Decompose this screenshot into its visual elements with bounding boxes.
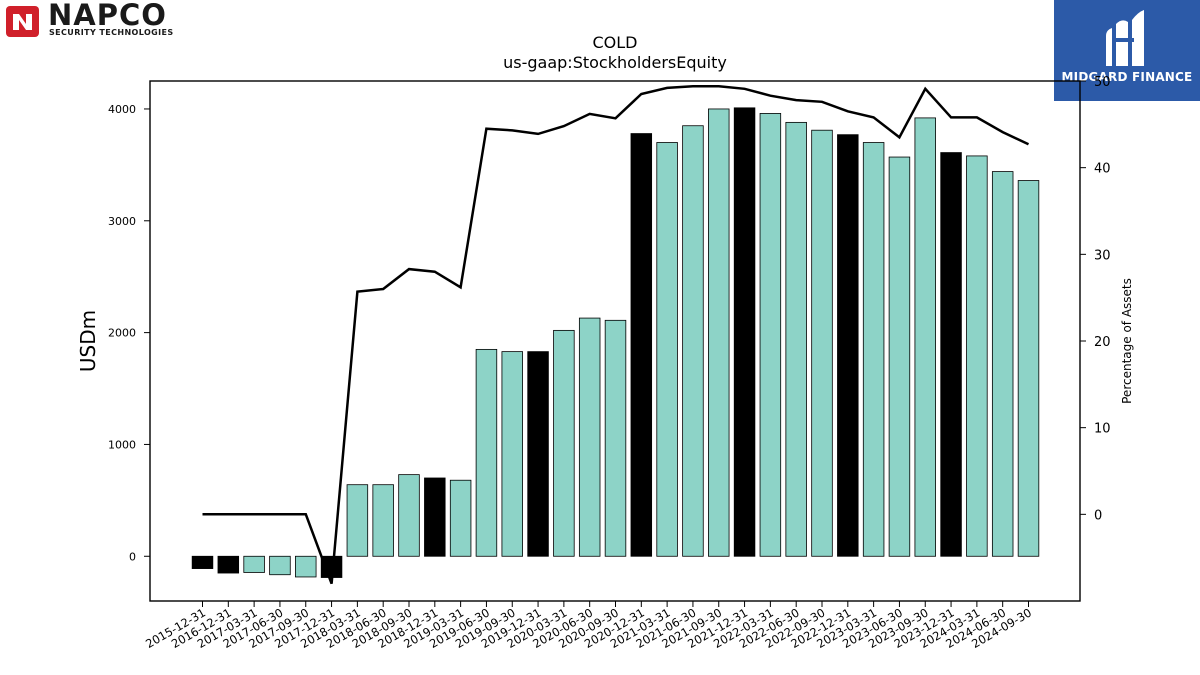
bar-2017-06-30	[269, 555, 291, 576]
y-tick-label: 2000	[108, 327, 136, 340]
napco-logo-tagline: SECURITY TECHNOLOGIES	[49, 28, 174, 37]
chart-subtitle: us-gaap:StockholdersEquity	[503, 53, 727, 72]
bar-2019-06-30	[475, 348, 498, 557]
bar-2023-06-30	[888, 156, 911, 557]
bar-2018-03-31	[346, 484, 369, 557]
bar-2021-03-31	[656, 142, 678, 557]
y2-tick-label: 10	[1094, 422, 1111, 437]
napco-logo-name: NAPCO	[48, 0, 167, 32]
bar-2021-12-31	[733, 107, 756, 557]
y2-tick-label: 30	[1094, 248, 1111, 263]
bar-2022-09-30	[811, 129, 833, 557]
line-layer	[202, 84, 1030, 585]
bar-2018-12-31	[424, 477, 446, 557]
bar-2022-06-30	[785, 121, 807, 557]
bar-2022-03-31	[759, 113, 782, 557]
bars-layer	[191, 107, 1040, 578]
y2-tick-label: 50	[1094, 75, 1111, 90]
midgard-logo: MIDGARD FINANCE	[1054, 0, 1200, 101]
bar-2019-09-30	[501, 351, 523, 557]
bar-2023-09-30	[914, 117, 936, 557]
bar-2021-09-30	[708, 108, 730, 557]
bar-2017-03-31	[243, 555, 265, 573]
bar-2020-09-30	[604, 319, 627, 557]
chart-title: COLD	[593, 33, 638, 52]
bar-2024-09-30	[1017, 180, 1040, 557]
bar-2018-06-30	[372, 484, 394, 557]
bar-2020-06-30	[578, 317, 601, 557]
bar-2024-03-31	[966, 155, 988, 557]
bar-2023-03-31	[862, 142, 885, 557]
bar-2020-03-31	[553, 329, 575, 557]
bar-2015-12-31	[191, 555, 214, 569]
bar-2017-09-30	[295, 555, 317, 578]
bar-2024-06-30	[991, 171, 1014, 557]
bar-2018-09-30	[398, 474, 420, 557]
y2-tick-label: 20	[1094, 335, 1111, 350]
bar-2021-06-30	[682, 125, 704, 557]
y-tick-label: 1000	[108, 438, 136, 451]
percentage-of-assets-line	[202, 84, 1030, 585]
y2-tick-label: 0	[1094, 508, 1102, 523]
bar-2020-12-31	[630, 133, 653, 557]
midgard-logo-name: MIDGARD FINANCE	[1061, 70, 1193, 84]
y-tick-label: 4000	[108, 103, 136, 116]
bar-2016-12-31	[217, 555, 240, 574]
bar-2019-03-31	[449, 479, 472, 557]
bar-2019-12-31	[527, 351, 549, 557]
y2-tick-label: 40	[1094, 162, 1111, 177]
y-tick-label: 3000	[108, 215, 136, 228]
y-axis-label: USDm	[76, 310, 100, 372]
midgard-logo-icon	[1106, 10, 1144, 66]
y-tick-label: 0	[129, 550, 136, 563]
bar-2022-12-31	[837, 134, 859, 557]
bar-2023-12-31	[940, 152, 962, 557]
napco-logo-icon	[6, 6, 39, 37]
napco-logo: NAPCO SECURITY TECHNOLOGIES	[4, 0, 214, 40]
y2-axis-label: Percentage of Assets	[1120, 278, 1134, 404]
